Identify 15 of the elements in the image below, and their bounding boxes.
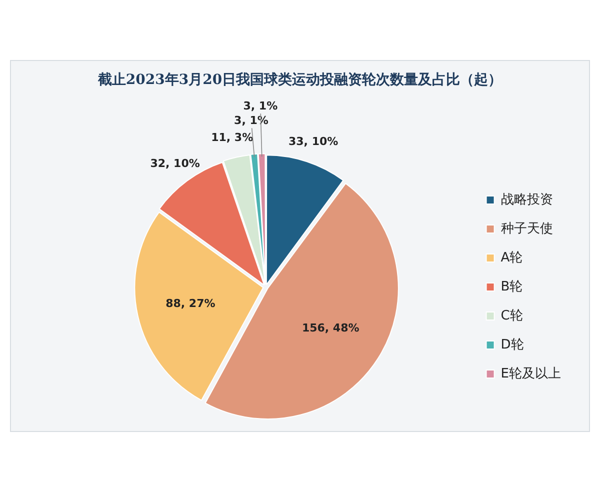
legend-label: C轮 (500, 308, 523, 324)
data-label: 156, 48% (302, 321, 360, 334)
legend-label: 战略投资 (500, 192, 553, 208)
data-label: 3, 1% (243, 99, 278, 112)
legend-label: E轮及以上 (500, 366, 562, 382)
data-label: 32, 10% (150, 157, 200, 170)
data-label: 33, 10% (288, 135, 338, 148)
legend-label: 种子天使 (500, 221, 553, 236)
data-label: 3, 1% (234, 114, 268, 127)
chart-title: 截止2023年3月20日我国球类运动投融资轮次数量及占比（起） (96, 71, 504, 89)
data-label: 11, 3% (211, 131, 254, 144)
legend-label: D轮 (500, 337, 524, 352)
data-label: 88, 27% (166, 296, 216, 310)
legend-label: A轮 (500, 250, 523, 266)
legend-label: B轮 (500, 279, 523, 294)
